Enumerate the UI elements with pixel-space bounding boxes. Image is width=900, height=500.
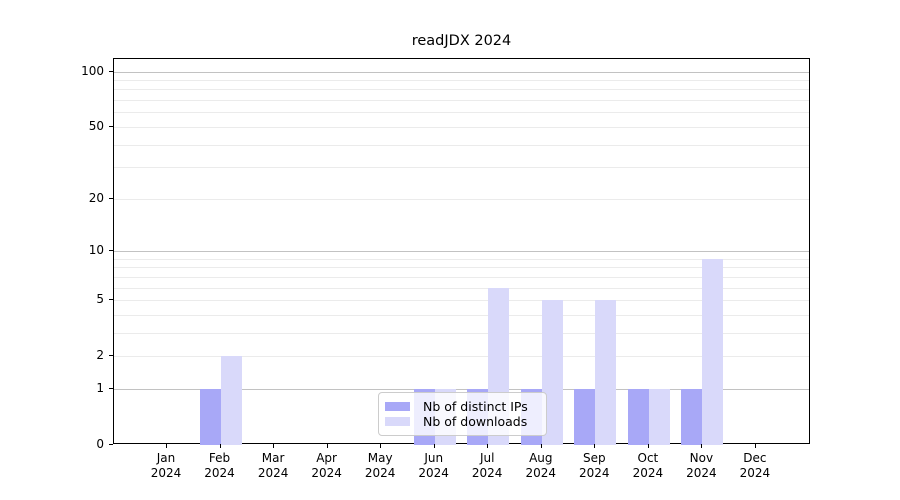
x-axis-label-apr: Apr 2024 (311, 451, 342, 480)
x-axis-label-mar: Mar 2024 (257, 451, 289, 480)
x-axis-tick (326, 444, 328, 448)
y-axis-label: 5 (96, 292, 104, 306)
x-axis-label-jun: Jun 2024 (418, 451, 449, 480)
gridline-minor (114, 112, 809, 114)
gridline-minor (114, 332, 809, 334)
bar-downloads-oct (648, 388, 670, 445)
y-axis-tick (109, 250, 113, 251)
bar-distinct-ips-nov (681, 388, 703, 445)
x-axis-tick (701, 444, 703, 448)
legend-item-downloads: Nb of downloads (385, 414, 536, 429)
y-axis-label: 10 (88, 243, 104, 257)
y-axis-tick (109, 444, 113, 445)
bar-distinct-ips-oct (627, 388, 649, 445)
x-axis-tick (647, 444, 649, 448)
legend-item-distinct-ips: Nb of distinct IPs (385, 399, 536, 414)
y-axis-tick (109, 299, 113, 300)
gridline-minor (114, 314, 809, 316)
gridline-minor (114, 267, 809, 269)
bar-distinct-ips-sep (574, 388, 596, 445)
y-axis-tick (109, 387, 113, 389)
gridline-minor (114, 356, 809, 358)
gridline-minor (114, 300, 809, 301)
gridline-major (114, 251, 809, 252)
bar-downloads-nov (702, 258, 724, 445)
gridline-minor (114, 100, 809, 102)
chart-title: readJDX 2024 (411, 33, 512, 49)
y-axis-label: 100 (81, 63, 104, 78)
gridline-minor (114, 198, 809, 200)
gridline-minor (114, 167, 809, 169)
x-axis-label-feb: Feb 2024 (204, 451, 235, 480)
bar-downloads-sep (595, 300, 617, 445)
gridline-minor (114, 126, 809, 128)
x-axis-tick (594, 444, 596, 448)
gridline-minor (114, 89, 809, 91)
y-axis-label: 0 (96, 437, 104, 451)
legend: Nb of distinct IPs Nb of downloads (378, 392, 547, 436)
legend-swatch-downloads (385, 417, 410, 426)
y-axis-tick (109, 70, 113, 72)
legend-label-distinct-ips: Nb of distinct IPs (423, 399, 528, 414)
x-axis-tick (380, 444, 382, 448)
x-axis-label-nov: Nov 2024 (686, 451, 717, 480)
x-axis-label-may: May 2024 (364, 451, 396, 480)
gridline-minor (114, 287, 809, 289)
x-axis-label-jan: Jan 2024 (150, 451, 182, 480)
gridline-minor (114, 80, 809, 81)
y-axis-label: 2 (96, 348, 104, 363)
x-axis-label-sep: Sep 2024 (579, 451, 610, 480)
y-axis-tick (109, 125, 113, 127)
gridline-major (114, 71, 809, 73)
bar-distinct-ips-feb (199, 388, 221, 445)
x-axis-label-jul: Jul 2024 (471, 451, 503, 480)
bar-downloads-feb (220, 356, 242, 445)
y-axis-tick (109, 355, 113, 357)
y-axis-label: 20 (88, 190, 104, 205)
x-axis-label-aug: Aug 2024 (525, 451, 557, 480)
x-axis-tick (487, 444, 489, 448)
gridline-minor (114, 144, 809, 146)
y-axis-label: 50 (88, 118, 104, 133)
y-axis-label: 1 (96, 380, 104, 395)
x-axis-tick (219, 444, 221, 448)
x-axis-tick (754, 444, 756, 448)
x-axis-tick (540, 444, 542, 448)
plot-area (113, 58, 810, 445)
legend-swatch-distinct-ips (385, 402, 410, 411)
gridline-minor (114, 258, 809, 260)
x-axis-tick (433, 444, 435, 448)
x-axis-tick (166, 444, 167, 448)
legend-label-downloads: Nb of downloads (423, 414, 528, 429)
x-axis-label-oct: Oct 2024 (632, 451, 664, 480)
x-axis-label-dec: Dec 2024 (739, 451, 771, 480)
gridline-minor (114, 276, 809, 278)
bar-downloads-aug (541, 300, 563, 445)
y-axis-tick (109, 197, 113, 199)
x-axis-tick (273, 444, 275, 448)
gridline-major (114, 388, 809, 390)
